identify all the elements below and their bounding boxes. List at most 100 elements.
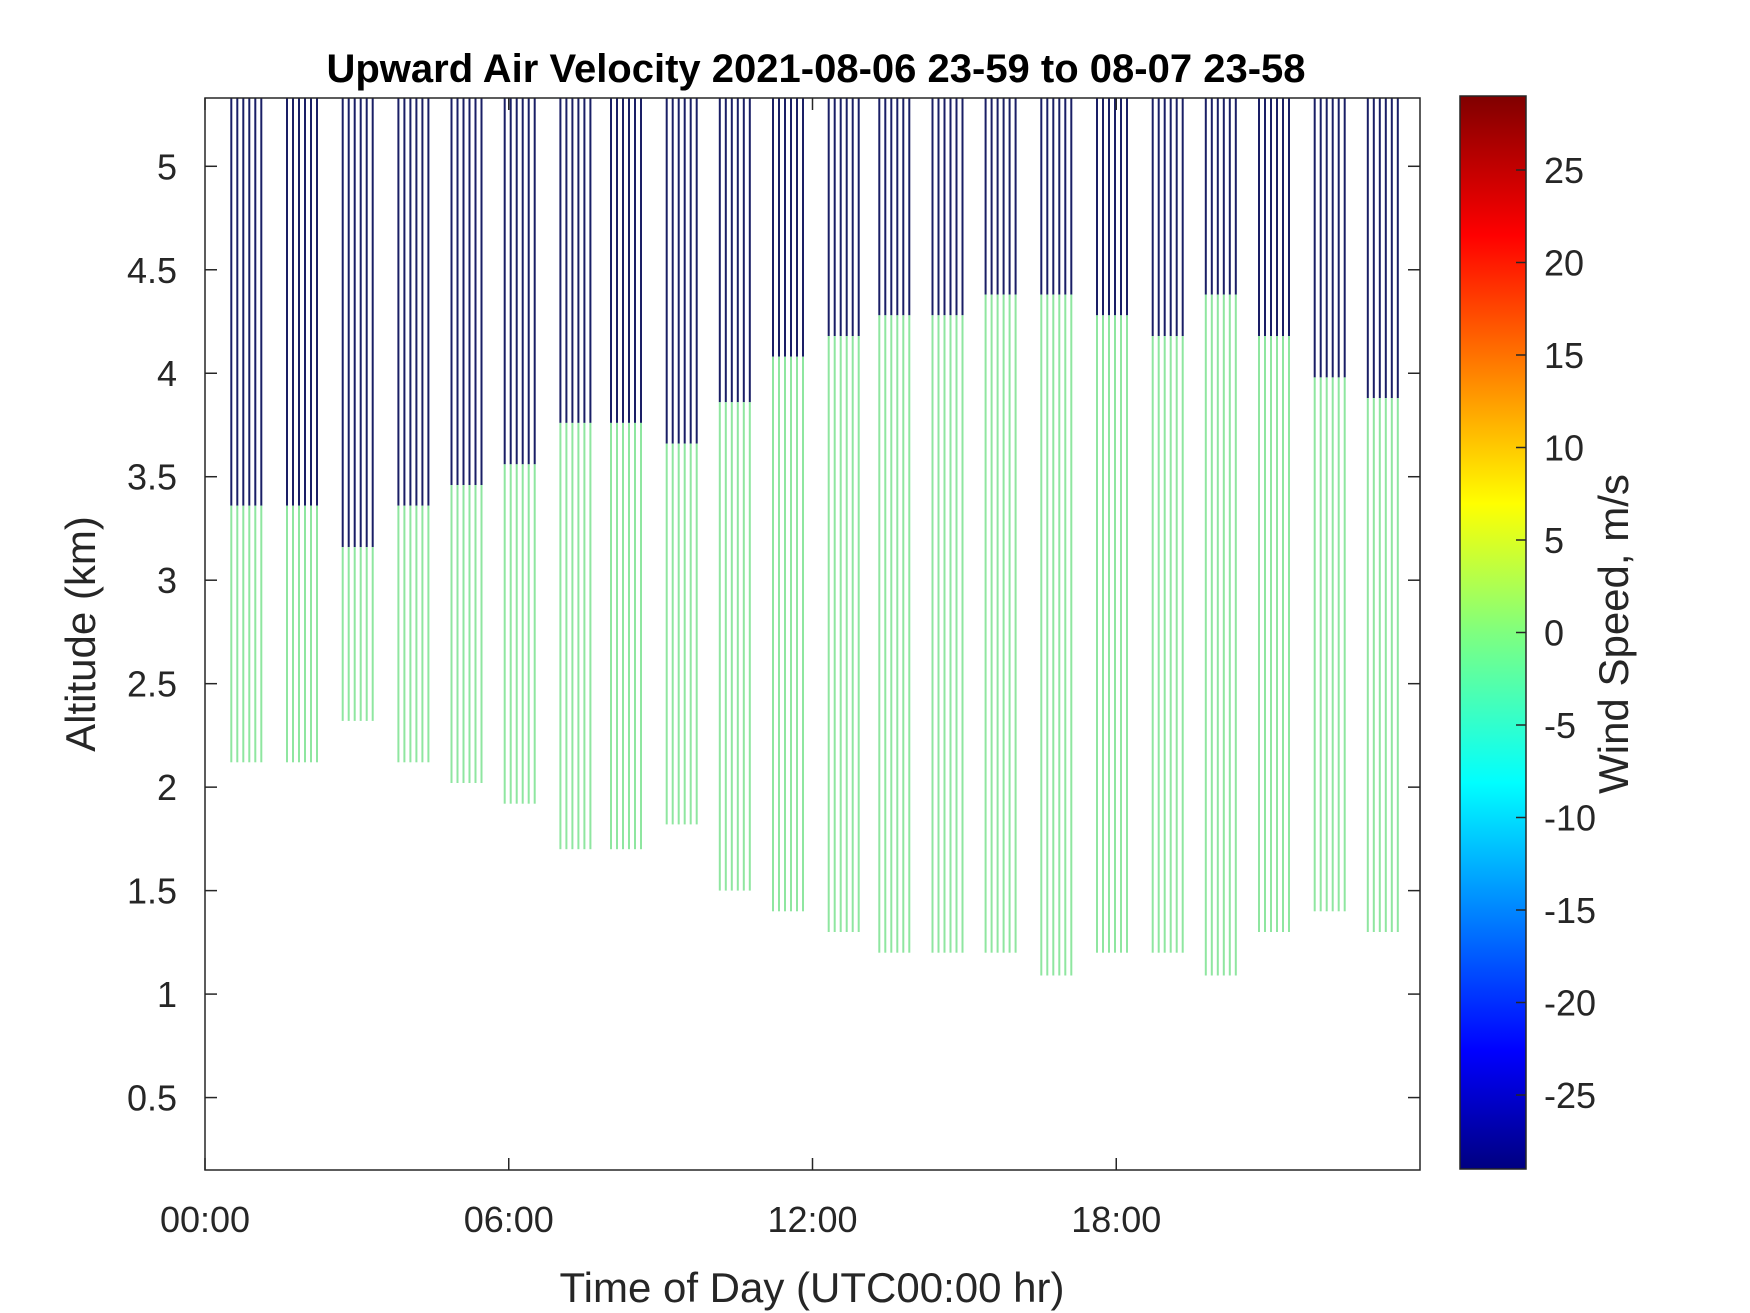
scan-block	[286, 98, 318, 763]
negative-stripe	[778, 98, 780, 357]
negative-stripe	[884, 98, 887, 316]
near-zero-stripe	[292, 505, 294, 763]
negative-stripe	[1331, 98, 1334, 378]
negative-stripe	[415, 98, 418, 506]
negative-stripe	[1325, 98, 1328, 378]
negative-stripe	[298, 98, 300, 506]
x-tick-label: 00:00	[160, 1199, 250, 1240]
x-tick-label: 18:00	[1071, 1199, 1161, 1240]
y-tick-label: 1.5	[127, 871, 177, 912]
negative-stripe	[890, 98, 893, 316]
scan-block	[1258, 98, 1290, 932]
colorbar-tick-label: 0	[1544, 613, 1564, 654]
scan-block	[665, 98, 698, 825]
negative-stripe	[403, 98, 406, 506]
near-zero-stripe	[533, 464, 536, 804]
near-zero-stripe	[996, 294, 999, 953]
plot-area-background	[205, 98, 1420, 1170]
negative-stripe	[1288, 98, 1290, 336]
y-tick-label: 0.5	[127, 1078, 177, 1119]
near-zero-stripe	[1014, 294, 1017, 953]
y-tick-label: 1	[157, 974, 177, 1015]
near-zero-stripe	[827, 336, 830, 932]
near-zero-stripe	[409, 505, 412, 763]
scan-block	[1151, 98, 1184, 953]
negative-stripe	[1058, 98, 1061, 295]
negative-stripe	[955, 98, 958, 316]
near-zero-stripe	[365, 547, 368, 721]
heatmap-layer	[230, 98, 1399, 976]
axes-layer: 0.5 1 1.5 2 2.5 3 3.5 4 4.5 5 00:00 06:00 12:00 18:00	[127, 97, 1421, 1240]
near-zero-stripe	[304, 505, 306, 763]
negative-stripe	[1222, 98, 1225, 295]
near-zero-stripe	[845, 336, 848, 932]
near-zero-stripe	[778, 356, 780, 912]
near-zero-stripe	[1002, 294, 1005, 953]
negative-stripe	[242, 98, 245, 506]
negative-stripe	[1319, 98, 1322, 378]
negative-stripe	[347, 98, 350, 548]
colorbar-tick-label: 15	[1544, 335, 1584, 376]
negative-stripe	[937, 98, 940, 316]
near-zero-stripe	[254, 505, 257, 763]
near-zero-stripe	[665, 443, 668, 825]
near-zero-stripe	[616, 422, 618, 850]
negative-stripe	[1343, 98, 1346, 378]
near-zero-stripe	[1234, 294, 1237, 976]
negative-stripe	[254, 98, 257, 506]
scan-block	[503, 98, 536, 804]
negative-stripe	[1390, 98, 1393, 399]
near-zero-stripe	[577, 422, 580, 850]
near-zero-stripe	[1228, 294, 1231, 976]
near-zero-stripe	[1210, 294, 1213, 976]
colorbar: -25 -20 -15 -10 -5 0 5 10 15 20 25	[1459, 95, 1596, 1170]
negative-stripe	[878, 98, 881, 316]
negative-stripe	[427, 98, 430, 506]
negative-stripe	[718, 98, 721, 403]
near-zero-stripe	[503, 464, 506, 804]
scan-block	[1040, 98, 1073, 976]
negative-stripe	[634, 98, 636, 423]
near-zero-stripe	[1102, 315, 1104, 953]
near-zero-stripe	[833, 336, 836, 932]
scan-block	[1096, 98, 1128, 953]
colorbar-tick-label: 25	[1544, 150, 1584, 191]
near-zero-stripe	[949, 315, 952, 953]
negative-stripe	[677, 98, 680, 444]
negative-stripe	[304, 98, 306, 506]
negative-stripe	[230, 98, 233, 506]
near-zero-stripe	[236, 505, 239, 763]
negative-stripe	[1204, 98, 1207, 295]
negative-stripe	[1070, 98, 1073, 295]
negative-stripe	[896, 98, 899, 316]
colorbar-tick-label: 5	[1544, 520, 1564, 561]
scan-block	[1366, 98, 1399, 933]
near-zero-stripe	[1372, 398, 1375, 933]
negative-stripe	[1175, 98, 1178, 336]
negative-stripe	[359, 98, 362, 548]
near-zero-stripe	[559, 422, 562, 850]
near-zero-stripe	[1270, 336, 1272, 932]
near-zero-stripe	[955, 315, 958, 953]
negative-stripe	[1096, 98, 1098, 316]
scan-block	[772, 98, 804, 912]
scan-block	[1204, 98, 1237, 976]
negative-stripe	[943, 98, 946, 316]
near-zero-stripe	[790, 356, 792, 912]
near-zero-stripe	[427, 505, 430, 763]
near-zero-stripe	[857, 336, 860, 932]
scan-block	[397, 98, 430, 763]
negative-stripe	[1157, 98, 1160, 336]
near-zero-stripe	[415, 505, 418, 763]
negative-stripe	[509, 98, 512, 465]
y-tick-label: 2.5	[127, 664, 177, 705]
near-zero-stripe	[1343, 377, 1346, 912]
near-zero-stripe	[1258, 336, 1260, 932]
negative-stripe	[503, 98, 506, 465]
negative-stripe	[371, 98, 374, 548]
near-zero-stripe	[931, 315, 934, 953]
near-zero-stripe	[1396, 398, 1399, 933]
near-zero-stripe	[671, 443, 674, 825]
negative-stripe	[931, 98, 934, 316]
scan-block	[1313, 98, 1346, 912]
